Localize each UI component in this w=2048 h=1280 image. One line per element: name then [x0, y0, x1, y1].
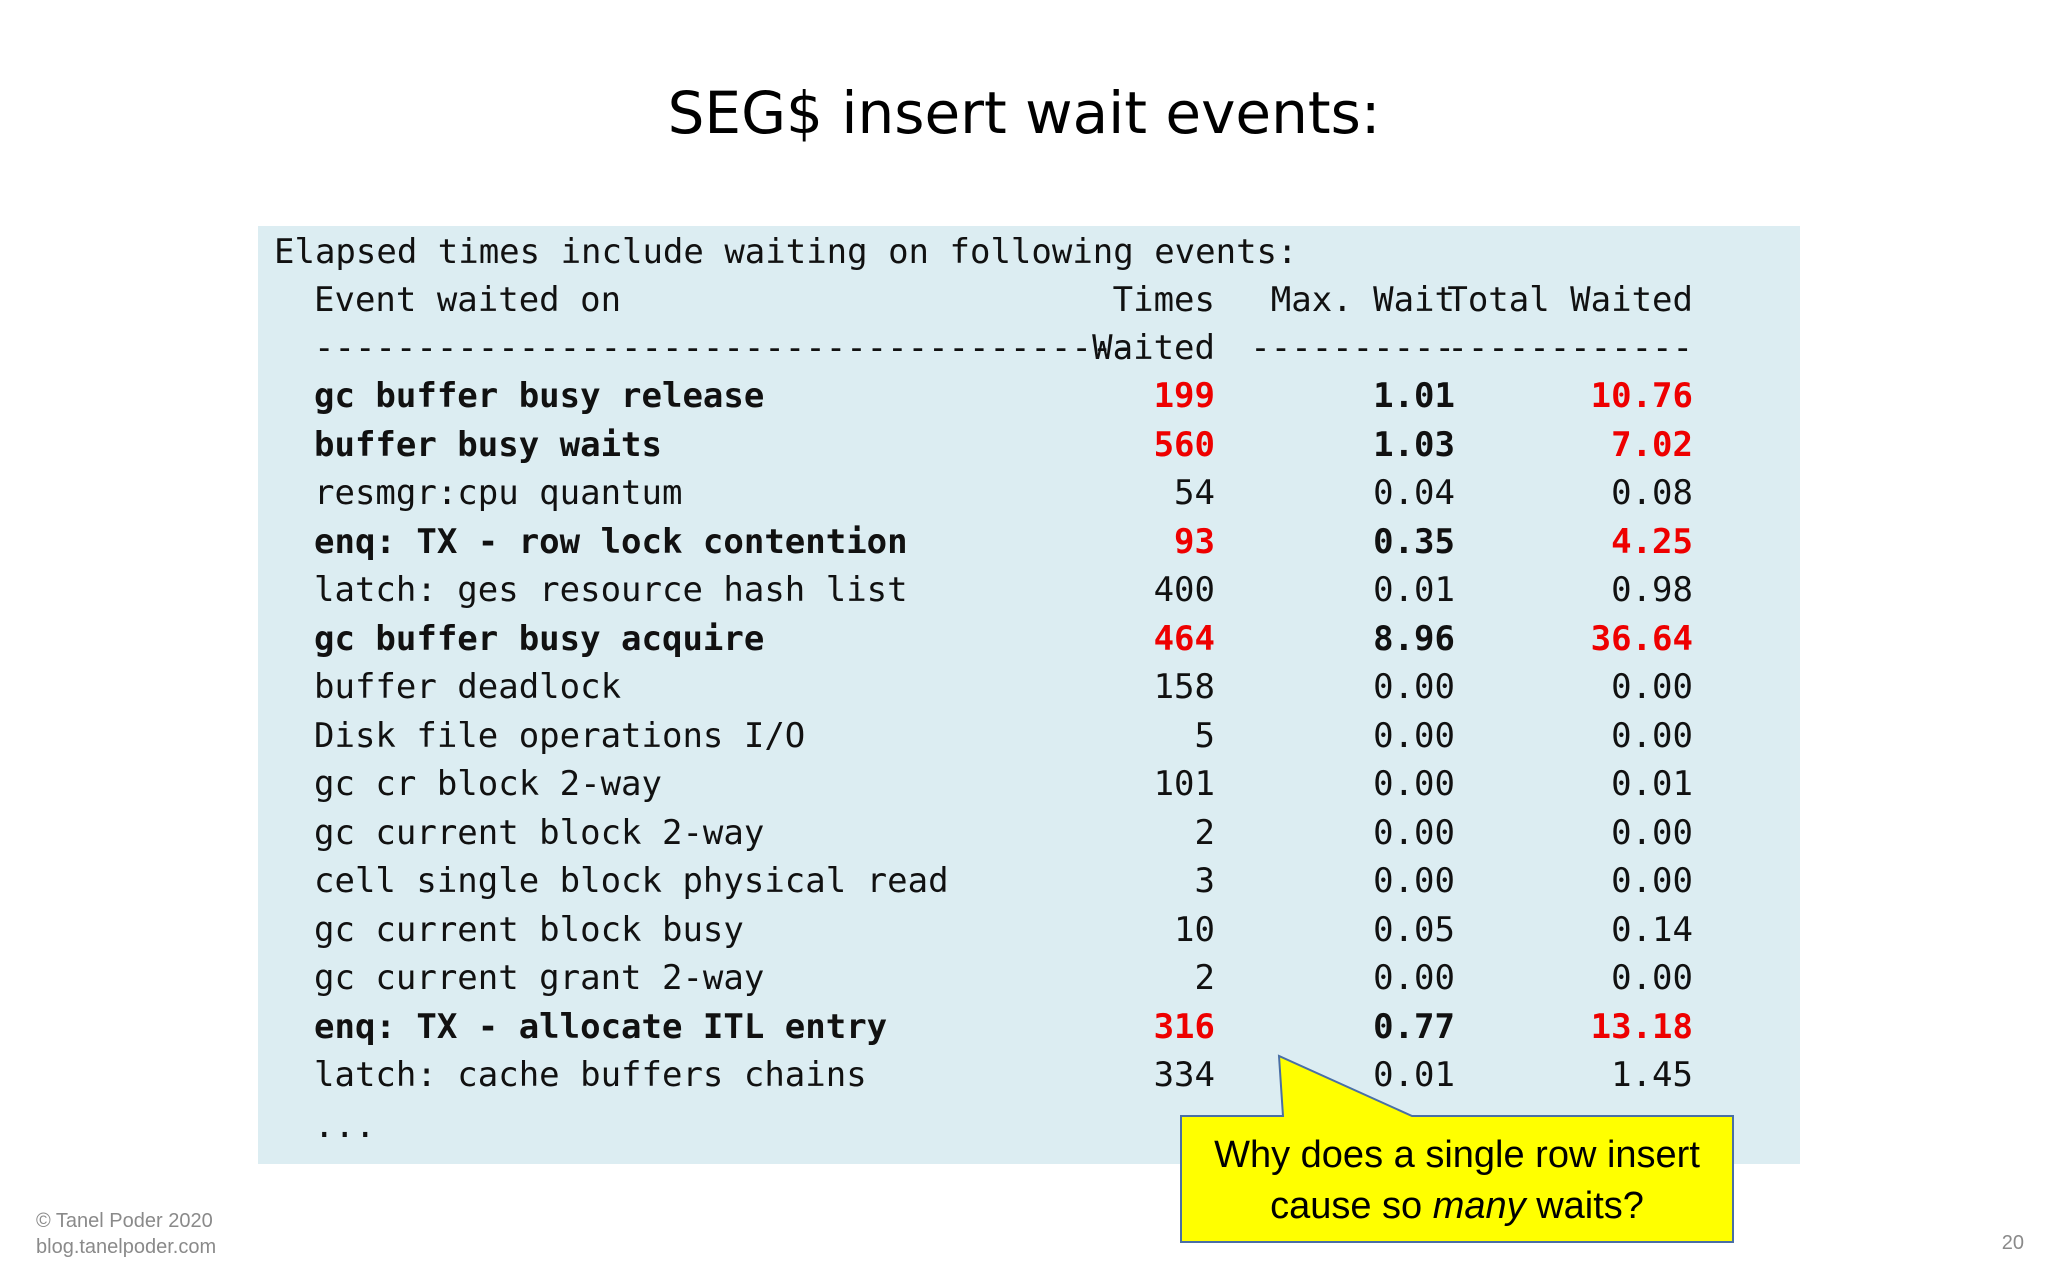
callout-line-1: Why does a single row insert: [1214, 1134, 1700, 1176]
callout-emphasis: many: [1432, 1185, 1526, 1227]
times-waited: 560: [1153, 424, 1215, 465]
table-row: gc buffer busy acquire 464 8.96 36.64: [258, 615, 1800, 664]
max-wait: 0.00: [1373, 715, 1455, 756]
event-name: enq: TX - row lock contention: [314, 521, 908, 562]
times-waited: 199: [1153, 376, 1215, 416]
table-row: gc buffer busy release 199 1.01 10.76: [258, 372, 1800, 421]
max-wait: 0.00: [1373, 667, 1455, 707]
total-waited: 7.02: [1611, 424, 1693, 465]
times-waited: 158: [1153, 667, 1215, 707]
times-waited: 93: [1174, 521, 1215, 562]
table-row: resmgr:cpu quantum 54 0.04 0.08: [258, 469, 1800, 518]
table-row: gc cr block 2-way 101 0.00 0.01: [258, 760, 1800, 809]
max-wait: 0.00: [1373, 958, 1455, 998]
header-max-wait: Max. Wait: [1270, 280, 1455, 320]
footer-copyright: © Tanel Poder 2020: [36, 1210, 213, 1232]
header-times-waited: Waited: [1092, 328, 1215, 368]
max-wait: 0.04: [1373, 473, 1455, 513]
callout-line-2-pre: cause so: [1270, 1185, 1433, 1227]
page-number: 20: [2001, 1232, 2024, 1254]
wait-event-rows: gc buffer busy release 199 1.01 10.76 buffer…: [258, 372, 1800, 1100]
times-waited: 464: [1153, 618, 1215, 659]
event-name: gc current grant 2-way: [314, 958, 765, 998]
times-waited: 5: [1194, 715, 1215, 756]
max-wait: 0.01: [1373, 570, 1455, 610]
times-waited: 316: [1153, 1006, 1215, 1047]
total-waited: 0.01: [1611, 764, 1693, 804]
max-wait: 0.00: [1373, 861, 1455, 901]
event-name: resmgr:cpu quantum: [314, 473, 683, 513]
total-waited: 0.00: [1611, 715, 1693, 756]
report-intro: Elapsed times include waiting on followi…: [274, 232, 1298, 272]
times-waited: 400: [1153, 570, 1215, 610]
table-row: cell single block physical read 3 0.00 0.00: [258, 857, 1800, 906]
max-wait: 1.01: [1373, 376, 1455, 416]
times-waited: 54: [1174, 473, 1215, 513]
table-row: gc current block busy 10 0.05 0.14: [258, 906, 1800, 955]
table-row: enq: TX - row lock contention 93 0.35 4.25: [258, 518, 1800, 567]
table-row: latch: cache buffers chains 334 0.01 1.45: [258, 1051, 1800, 1100]
times-waited: 10: [1174, 909, 1215, 950]
total-waited: 36.64: [1590, 618, 1693, 659]
header-max-wait-underline: ----------: [1250, 328, 1455, 368]
table-row: gc current grant 2-way 2 0.00 0.00: [258, 954, 1800, 1003]
max-wait: 0.00: [1373, 764, 1455, 804]
times-waited: 3: [1194, 861, 1215, 901]
callout-line-2: cause so many waits?: [1181, 1181, 1733, 1232]
callout-text: Why does a single row insert cause so ma…: [1181, 1120, 1733, 1242]
footer-site: blog.tanelpoder.com: [36, 1236, 217, 1258]
max-wait: 1.03: [1373, 424, 1455, 465]
table-row: gc current block 2-way 2 0.00 0.00: [258, 809, 1800, 858]
times-waited: 334: [1153, 1055, 1215, 1095]
header-total-waited-underline: ------------: [1447, 328, 1693, 368]
slide-title: SEG$ insert wait events:: [667, 79, 1381, 147]
event-name: gc buffer busy release: [314, 376, 765, 416]
event-name: gc buffer busy acquire: [314, 618, 765, 659]
event-name: Disk file operations I/O: [314, 715, 806, 756]
header-event-underline: ----------------------------------------: [314, 328, 1133, 368]
max-wait: 8.96: [1373, 618, 1455, 659]
header-event: Event waited on: [314, 280, 622, 320]
total-waited: 0.98: [1611, 570, 1693, 610]
event-name: gc current block busy: [314, 909, 744, 950]
event-name: latch: ges resource hash list: [314, 570, 908, 610]
total-waited: 0.08: [1611, 473, 1693, 513]
total-waited: 1.45: [1611, 1055, 1693, 1095]
report-panel: Elapsed times include waiting on followi…: [258, 226, 1800, 1164]
table-row: enq: TX - allocate ITL entry 316 0.77 13.18: [258, 1003, 1800, 1052]
total-waited: 10.76: [1590, 376, 1693, 416]
table-row: Disk file operations I/O 5 0.00 0.00: [258, 712, 1800, 761]
total-waited: 0.14: [1611, 909, 1693, 950]
event-name: buffer busy waits: [314, 424, 662, 465]
total-waited: 0.00: [1611, 667, 1693, 707]
times-waited: 2: [1194, 958, 1215, 998]
footer: © Tanel Poder 2020 blog.tanelpoder.com: [36, 1208, 216, 1260]
event-name: enq: TX - allocate ITL entry: [314, 1006, 888, 1047]
max-wait: 0.01: [1373, 1055, 1455, 1095]
header-total-waited: Total Waited: [1447, 280, 1693, 320]
event-name: latch: cache buffers chains: [314, 1055, 867, 1095]
max-wait: 0.05: [1373, 909, 1455, 950]
total-waited: 0.00: [1611, 958, 1693, 998]
report-ellipsis: ...: [314, 1106, 376, 1146]
times-waited: 2: [1194, 812, 1215, 853]
total-waited: 4.25: [1611, 521, 1693, 562]
callout-line-2-post: waits?: [1525, 1185, 1644, 1227]
max-wait: 0.00: [1373, 812, 1455, 853]
table-row: latch: ges resource hash list 400 0.01 0.98: [258, 566, 1800, 615]
times-waited: 101: [1153, 764, 1215, 804]
event-name: gc cr block 2-way: [314, 764, 662, 804]
event-name: gc current block 2-way: [314, 812, 765, 853]
table-row: buffer deadlock 158 0.00 0.00: [258, 663, 1800, 712]
table-row: buffer busy waits 560 1.03 7.02: [258, 421, 1800, 470]
max-wait: 0.35: [1373, 521, 1455, 562]
total-waited: 13.18: [1590, 1006, 1693, 1047]
total-waited: 0.00: [1611, 861, 1693, 901]
event-name: buffer deadlock: [314, 667, 622, 707]
event-name: cell single block physical read: [314, 861, 949, 901]
total-waited: 0.00: [1611, 812, 1693, 853]
max-wait: 0.77: [1373, 1006, 1455, 1047]
header-times: Times: [1112, 280, 1215, 320]
